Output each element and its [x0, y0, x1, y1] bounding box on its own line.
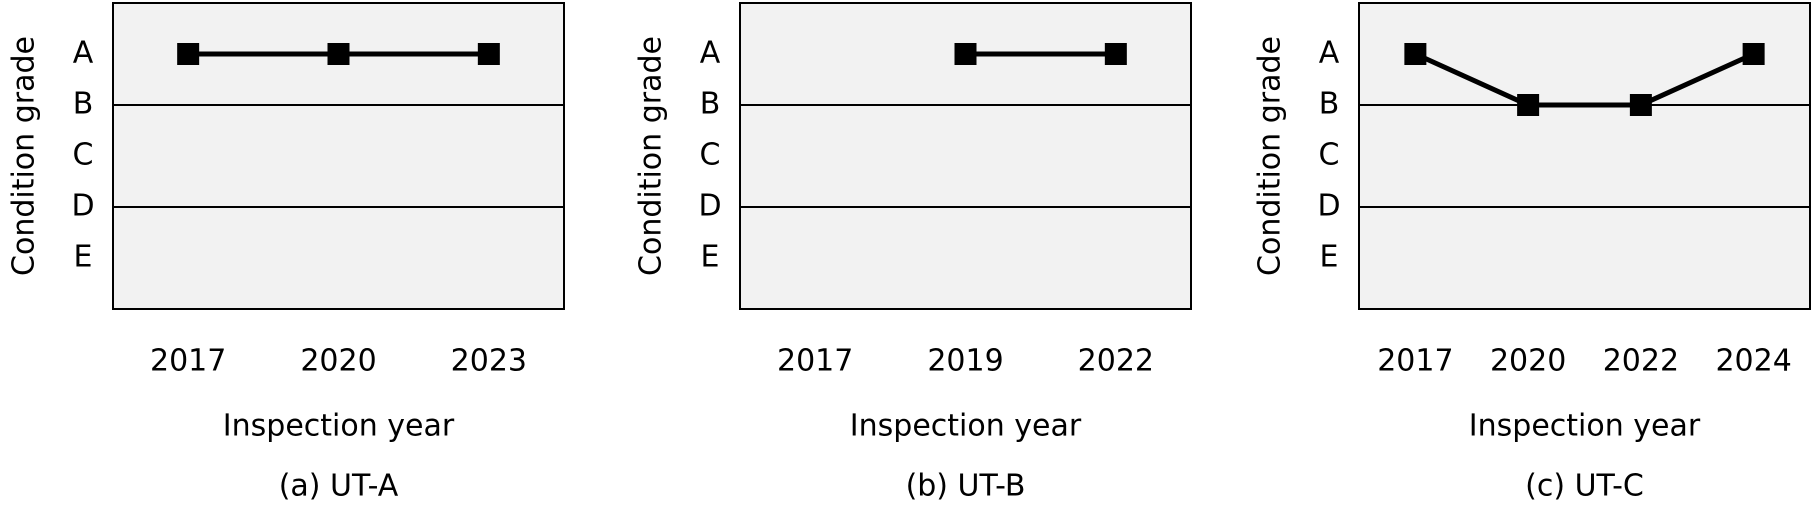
x-tick-label: 2022	[1078, 344, 1154, 379]
y-tick-label: A	[73, 36, 94, 71]
chart-title: (a) UT-A	[279, 469, 399, 504]
y-tick-label: C	[1319, 138, 1340, 173]
x-axis-title: Inspection year	[850, 409, 1082, 444]
x-axis-title: Inspection year	[223, 409, 455, 444]
marker	[1104, 43, 1127, 65]
x-tick-label: 2020	[1490, 344, 1566, 379]
y-tick-label: D	[698, 189, 721, 224]
y-tick-label: D	[71, 189, 94, 224]
marker	[1629, 94, 1652, 116]
y-axis-title: Condition grade	[634, 36, 669, 276]
marker	[477, 43, 500, 65]
plot-area	[1358, 2, 1811, 310]
y-tick-label: C	[73, 138, 94, 173]
y-axis-title: Condition grade	[7, 36, 42, 276]
x-tick-label: 2020	[300, 344, 376, 379]
marker	[177, 43, 200, 65]
x-tick-label: 2017	[1377, 344, 1453, 379]
y-tick-label: D	[1317, 189, 1340, 224]
y-tick-label: A	[1319, 36, 1340, 71]
y-tick-label: B	[700, 87, 721, 122]
y-tick-label: B	[1319, 87, 1340, 122]
y-tick-label: E	[701, 240, 720, 275]
x-tick-label: 2023	[451, 344, 527, 379]
marker	[954, 43, 977, 65]
x-tick-label: 2024	[1715, 344, 1791, 379]
x-tick-label: 2019	[927, 344, 1003, 379]
y-tick-label: C	[700, 138, 721, 173]
marker	[1404, 43, 1427, 65]
y-tick-label: E	[74, 240, 93, 275]
chart-title: (b) UT-B	[906, 469, 1026, 504]
y-tick-label: A	[700, 36, 721, 71]
marker	[1517, 94, 1540, 116]
chart-title: (c) UT-C	[1525, 469, 1644, 504]
y-tick-label: B	[73, 87, 94, 122]
x-tick-label: 2022	[1603, 344, 1679, 379]
series-line	[1414, 51, 1755, 108]
y-tick-label: E	[1320, 240, 1339, 275]
marker	[327, 43, 350, 65]
x-axis-title: Inspection year	[1469, 409, 1701, 444]
x-tick-label: 2017	[150, 344, 226, 379]
x-tick-label: 2017	[777, 344, 853, 379]
marker	[1742, 43, 1765, 65]
y-axis-title: Condition grade	[1253, 36, 1288, 276]
